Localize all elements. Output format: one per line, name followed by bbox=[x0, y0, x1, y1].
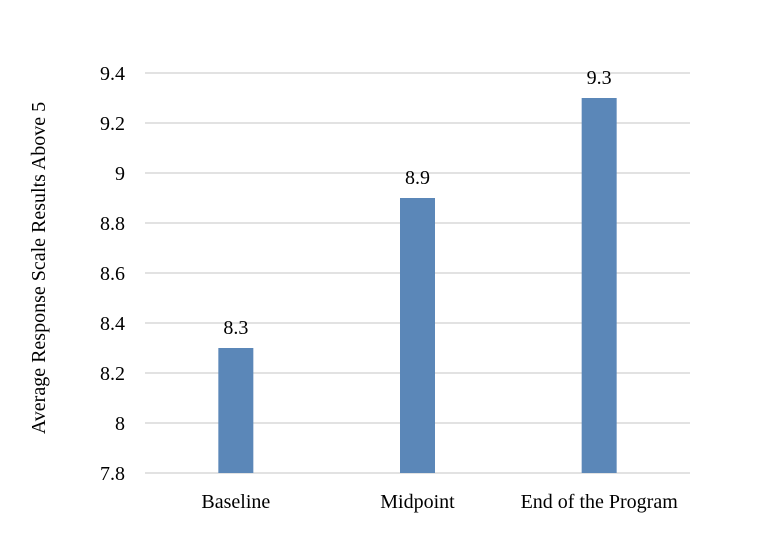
data-label: 8.9 bbox=[405, 167, 430, 189]
y-tick-label: 8.2 bbox=[100, 363, 125, 385]
bars bbox=[218, 98, 617, 473]
x-category-label: End of the Program bbox=[521, 491, 679, 513]
data-label: 8.3 bbox=[223, 317, 248, 339]
data-labels: 8.3 8.9 9.3 bbox=[223, 67, 611, 339]
y-tick-labels: 7.8 8 8.2 8.4 8.6 8.8 9 9.2 9.4 bbox=[100, 63, 125, 485]
y-tick-label: 9.2 bbox=[100, 113, 125, 135]
x-category-label: Midpoint bbox=[380, 491, 455, 513]
y-axis-title: Average Response Scale Results Above 5 bbox=[28, 102, 50, 434]
x-category-labels: Baseline Midpoint End of the Program bbox=[201, 491, 678, 513]
y-tick-label: 8 bbox=[115, 413, 125, 435]
y-tick-label: 9.4 bbox=[100, 63, 125, 85]
bar bbox=[218, 348, 254, 473]
bar bbox=[400, 198, 435, 473]
y-tick-label: 8.6 bbox=[100, 263, 125, 285]
bar bbox=[581, 98, 617, 473]
y-tick-label: 7.8 bbox=[100, 463, 125, 485]
y-tick-label: 8.8 bbox=[100, 213, 125, 235]
data-label: 9.3 bbox=[587, 67, 612, 89]
x-category-label: Baseline bbox=[201, 491, 270, 513]
y-tick-label: 9 bbox=[115, 163, 125, 185]
y-tick-label: 8.4 bbox=[100, 313, 125, 335]
